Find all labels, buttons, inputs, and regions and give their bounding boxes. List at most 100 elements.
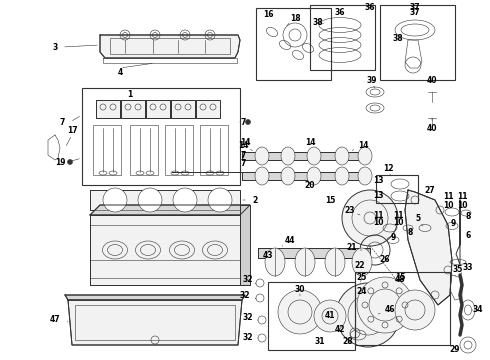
Text: 40: 40: [427, 123, 437, 132]
Text: 36: 36: [365, 3, 375, 12]
Circle shape: [395, 290, 435, 330]
Ellipse shape: [307, 167, 321, 185]
Text: 8: 8: [466, 212, 471, 220]
Ellipse shape: [255, 167, 269, 185]
Ellipse shape: [265, 248, 285, 276]
Bar: [93, 125, 121, 175]
Text: 13: 13: [373, 176, 383, 185]
Circle shape: [208, 188, 232, 212]
Polygon shape: [171, 100, 195, 118]
Circle shape: [314, 300, 346, 332]
Text: 16: 16: [263, 9, 273, 18]
Polygon shape: [121, 100, 145, 118]
Bar: [130, 125, 158, 175]
Ellipse shape: [202, 241, 227, 259]
Text: 5: 5: [416, 213, 420, 222]
Polygon shape: [146, 100, 170, 118]
Text: 46: 46: [385, 306, 395, 315]
Text: 28: 28: [343, 338, 353, 346]
Circle shape: [357, 277, 413, 333]
Text: 38: 38: [313, 18, 323, 27]
Ellipse shape: [352, 248, 372, 276]
Text: 2: 2: [252, 195, 258, 204]
Bar: [380, 5, 455, 80]
Text: 11: 11: [443, 192, 453, 201]
Text: 14: 14: [240, 138, 250, 147]
Text: 3: 3: [52, 42, 58, 51]
Text: 32: 32: [243, 314, 253, 323]
Text: 10: 10: [393, 217, 403, 226]
Text: 7: 7: [240, 158, 245, 167]
Text: 11: 11: [457, 192, 467, 201]
Text: 36: 36: [335, 8, 345, 17]
Text: 1: 1: [127, 90, 133, 99]
Text: 27: 27: [425, 185, 435, 194]
Circle shape: [245, 120, 250, 125]
Polygon shape: [68, 300, 242, 345]
Text: 22: 22: [355, 261, 365, 270]
Ellipse shape: [255, 147, 269, 165]
Text: 47: 47: [49, 315, 60, 324]
Text: 32: 32: [243, 333, 253, 342]
Text: 24: 24: [357, 288, 367, 297]
Text: 13: 13: [373, 190, 383, 199]
Polygon shape: [90, 205, 250, 215]
Text: 44: 44: [285, 235, 295, 244]
Text: 37: 37: [410, 3, 420, 12]
Text: 14: 14: [305, 138, 315, 147]
Bar: [165, 125, 193, 175]
Text: 10: 10: [443, 201, 453, 210]
Text: 20: 20: [305, 180, 315, 189]
Bar: [268, 282, 355, 350]
Text: 12: 12: [383, 163, 393, 172]
Text: 11: 11: [373, 211, 383, 220]
Ellipse shape: [358, 147, 372, 165]
Polygon shape: [405, 190, 452, 305]
Bar: [110, 38, 230, 54]
Bar: [310, 5, 375, 70]
Text: 7: 7: [59, 117, 65, 126]
Text: 38: 38: [392, 33, 403, 42]
Text: 14: 14: [238, 140, 248, 149]
Ellipse shape: [295, 248, 315, 276]
Text: 15: 15: [325, 195, 335, 204]
Text: 14: 14: [358, 140, 368, 149]
Polygon shape: [100, 35, 240, 58]
Text: 21: 21: [347, 243, 357, 252]
Text: 23: 23: [345, 206, 355, 215]
Ellipse shape: [325, 248, 345, 276]
Text: 29: 29: [450, 346, 460, 355]
Text: 7: 7: [240, 117, 245, 126]
Ellipse shape: [358, 167, 372, 185]
Text: 30: 30: [295, 285, 305, 294]
Bar: [376, 175, 418, 203]
Polygon shape: [90, 190, 240, 210]
Text: 39: 39: [367, 76, 377, 85]
Bar: [200, 125, 228, 175]
Ellipse shape: [335, 147, 349, 165]
Text: 35: 35: [453, 266, 463, 274]
Text: 7: 7: [240, 150, 245, 159]
Bar: [355, 272, 450, 345]
Text: 26: 26: [380, 256, 390, 265]
Text: 10: 10: [373, 217, 383, 226]
Ellipse shape: [335, 167, 349, 185]
Circle shape: [138, 188, 162, 212]
Text: 6: 6: [466, 230, 470, 239]
Text: 8: 8: [407, 228, 413, 237]
Text: 25: 25: [357, 274, 367, 283]
Text: 48: 48: [394, 275, 405, 284]
Bar: [256, 8, 331, 80]
Ellipse shape: [281, 147, 295, 165]
Text: 42: 42: [335, 325, 345, 334]
Text: 4: 4: [118, 68, 122, 77]
Text: 17: 17: [67, 126, 77, 135]
Text: 10: 10: [457, 201, 467, 210]
Ellipse shape: [170, 241, 195, 259]
Circle shape: [278, 290, 322, 334]
Text: 11: 11: [393, 211, 403, 220]
Text: 19: 19: [55, 158, 65, 166]
Text: 41: 41: [325, 310, 335, 320]
Bar: [75, 305, 235, 340]
Circle shape: [68, 159, 73, 165]
